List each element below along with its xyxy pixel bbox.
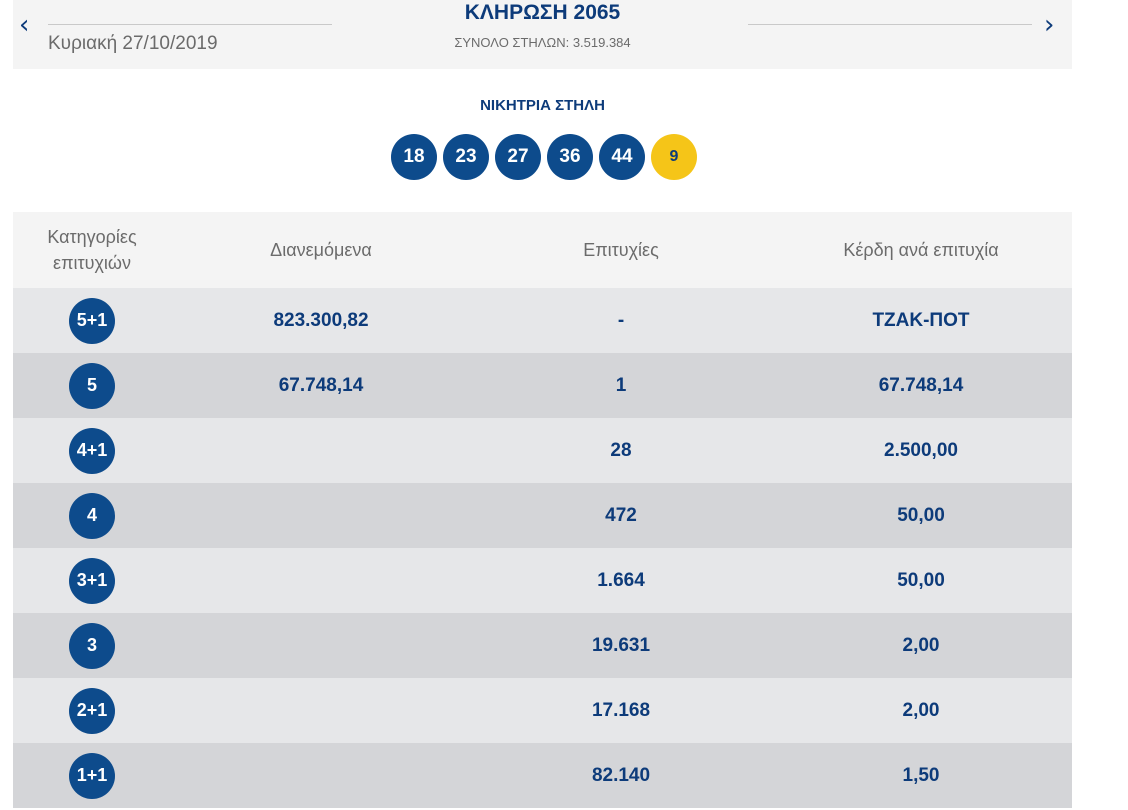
previous-draw-arrow-icon[interactable]: ‹: [19, 10, 30, 40]
distributed-cell: [221, 743, 421, 808]
category-cell: 3: [13, 613, 171, 678]
prize-cell: 2,00: [902, 634, 940, 656]
category-badge: 3: [69, 622, 115, 669]
draw-title: ΚΛΗΡΩΣΗ 2065: [464, 1, 621, 24]
table-row: 4+1 28 2.500,00: [13, 418, 1072, 483]
prize-cell: 2.500,00: [884, 439, 958, 461]
winning-number-ball: 27: [495, 134, 541, 180]
winning-column-title: ΝΙΚΗΤΡΙΑ ΣΤΗΛΗ: [480, 97, 605, 114]
divider: [48, 24, 332, 25]
category-cell: 4+1: [13, 418, 171, 483]
prize-cell: 50,00: [897, 504, 945, 526]
category-badge: 2+1: [69, 687, 115, 734]
table-row: 1+1 82.140 1,50: [13, 743, 1072, 808]
table-row: 5+1 823.300,82 - ΤΖΑΚ-ΠΟΤ: [13, 288, 1072, 353]
winners-cell: 472: [605, 504, 637, 526]
category-badge: 5+1: [69, 297, 115, 344]
prize-cell: 1,50: [902, 764, 940, 786]
distributed-cell: [221, 613, 421, 678]
draw-header: ‹ Κυριακή 27/10/2019 ΚΛΗΡΩΣΗ 2065 ΣΥΝΟΛΟ…: [13, 0, 1072, 69]
category-cell: 3+1: [13, 548, 171, 613]
prize-cell: 2,00: [902, 699, 940, 721]
distributed-cell: 823.300,82: [273, 309, 369, 331]
table-row: 2+1 17.168 2,00: [13, 678, 1072, 743]
total-columns: ΣΥΝΟΛΟ ΣΤΗΛΩΝ: 3.519.384: [454, 35, 631, 50]
winners-cell: -: [617, 309, 625, 331]
next-draw-arrow-icon[interactable]: ›: [1044, 10, 1055, 40]
distributed-cell: 67.748,14: [278, 374, 364, 396]
winning-number-ball: 36: [547, 134, 593, 180]
table-row: 3 19.631 2,00: [13, 613, 1072, 678]
table-row: 5 67.748,14 1 67.748,14: [13, 353, 1072, 418]
category-cell: 4: [13, 483, 171, 548]
category-cell: 2+1: [13, 678, 171, 743]
winning-number-ball: 23: [443, 134, 489, 180]
category-badge: 1+1: [69, 752, 115, 799]
prize-cell: ΤΖΑΚ-ΠΟΤ: [872, 309, 970, 331]
winning-number-ball: 18: [391, 134, 437, 180]
prize-cell: 50,00: [897, 569, 945, 591]
winning-number-ball: 44: [599, 134, 645, 180]
table-header: Κατηγορίες επιτυχιών Διανεμόμενα Επιτυχί…: [13, 212, 1072, 288]
category-cell: 5+1: [13, 288, 171, 353]
winners-cell: 1.664: [597, 569, 645, 591]
distributed-cell: [221, 548, 421, 613]
distributed-cell: [221, 418, 421, 483]
divider: [748, 24, 1032, 25]
distributed-cell: [221, 483, 421, 548]
bonus-number-ball: 9: [651, 134, 697, 180]
header-prize: Κέρδη ανά επιτυχία: [843, 240, 999, 260]
draw-date: Κυριακή 27/10/2019: [48, 33, 218, 54]
prize-table: Κατηγορίες επιτυχιών Διανεμόμενα Επιτυχί…: [13, 212, 1072, 808]
category-badge: 4: [69, 492, 115, 539]
category-badge: 3+1: [69, 557, 115, 604]
winners-cell: 1: [615, 374, 627, 396]
category-badge: 5: [69, 362, 115, 409]
category-cell: 5: [13, 353, 171, 418]
table-row: 3+1 1.664 50,00: [13, 548, 1072, 613]
distributed-cell: [221, 678, 421, 743]
table-row: 4 472 50,00: [13, 483, 1072, 548]
header-distributed: Διανεμόμενα: [270, 240, 372, 260]
winners-cell: 19.631: [591, 634, 651, 656]
winners-cell: 82.140: [591, 764, 651, 786]
header-category: Κατηγορίες επιτυχιών: [47, 227, 137, 273]
winners-cell: 17.168: [591, 699, 651, 721]
winning-numbers: 18 23 27 36 44 9: [391, 134, 697, 180]
category-cell: 1+1: [13, 743, 171, 808]
prize-cell: 67.748,14: [878, 374, 964, 396]
category-badge: 4+1: [69, 427, 115, 474]
header-winners: Επιτυχίες: [583, 240, 659, 260]
winners-cell: 28: [610, 439, 632, 461]
